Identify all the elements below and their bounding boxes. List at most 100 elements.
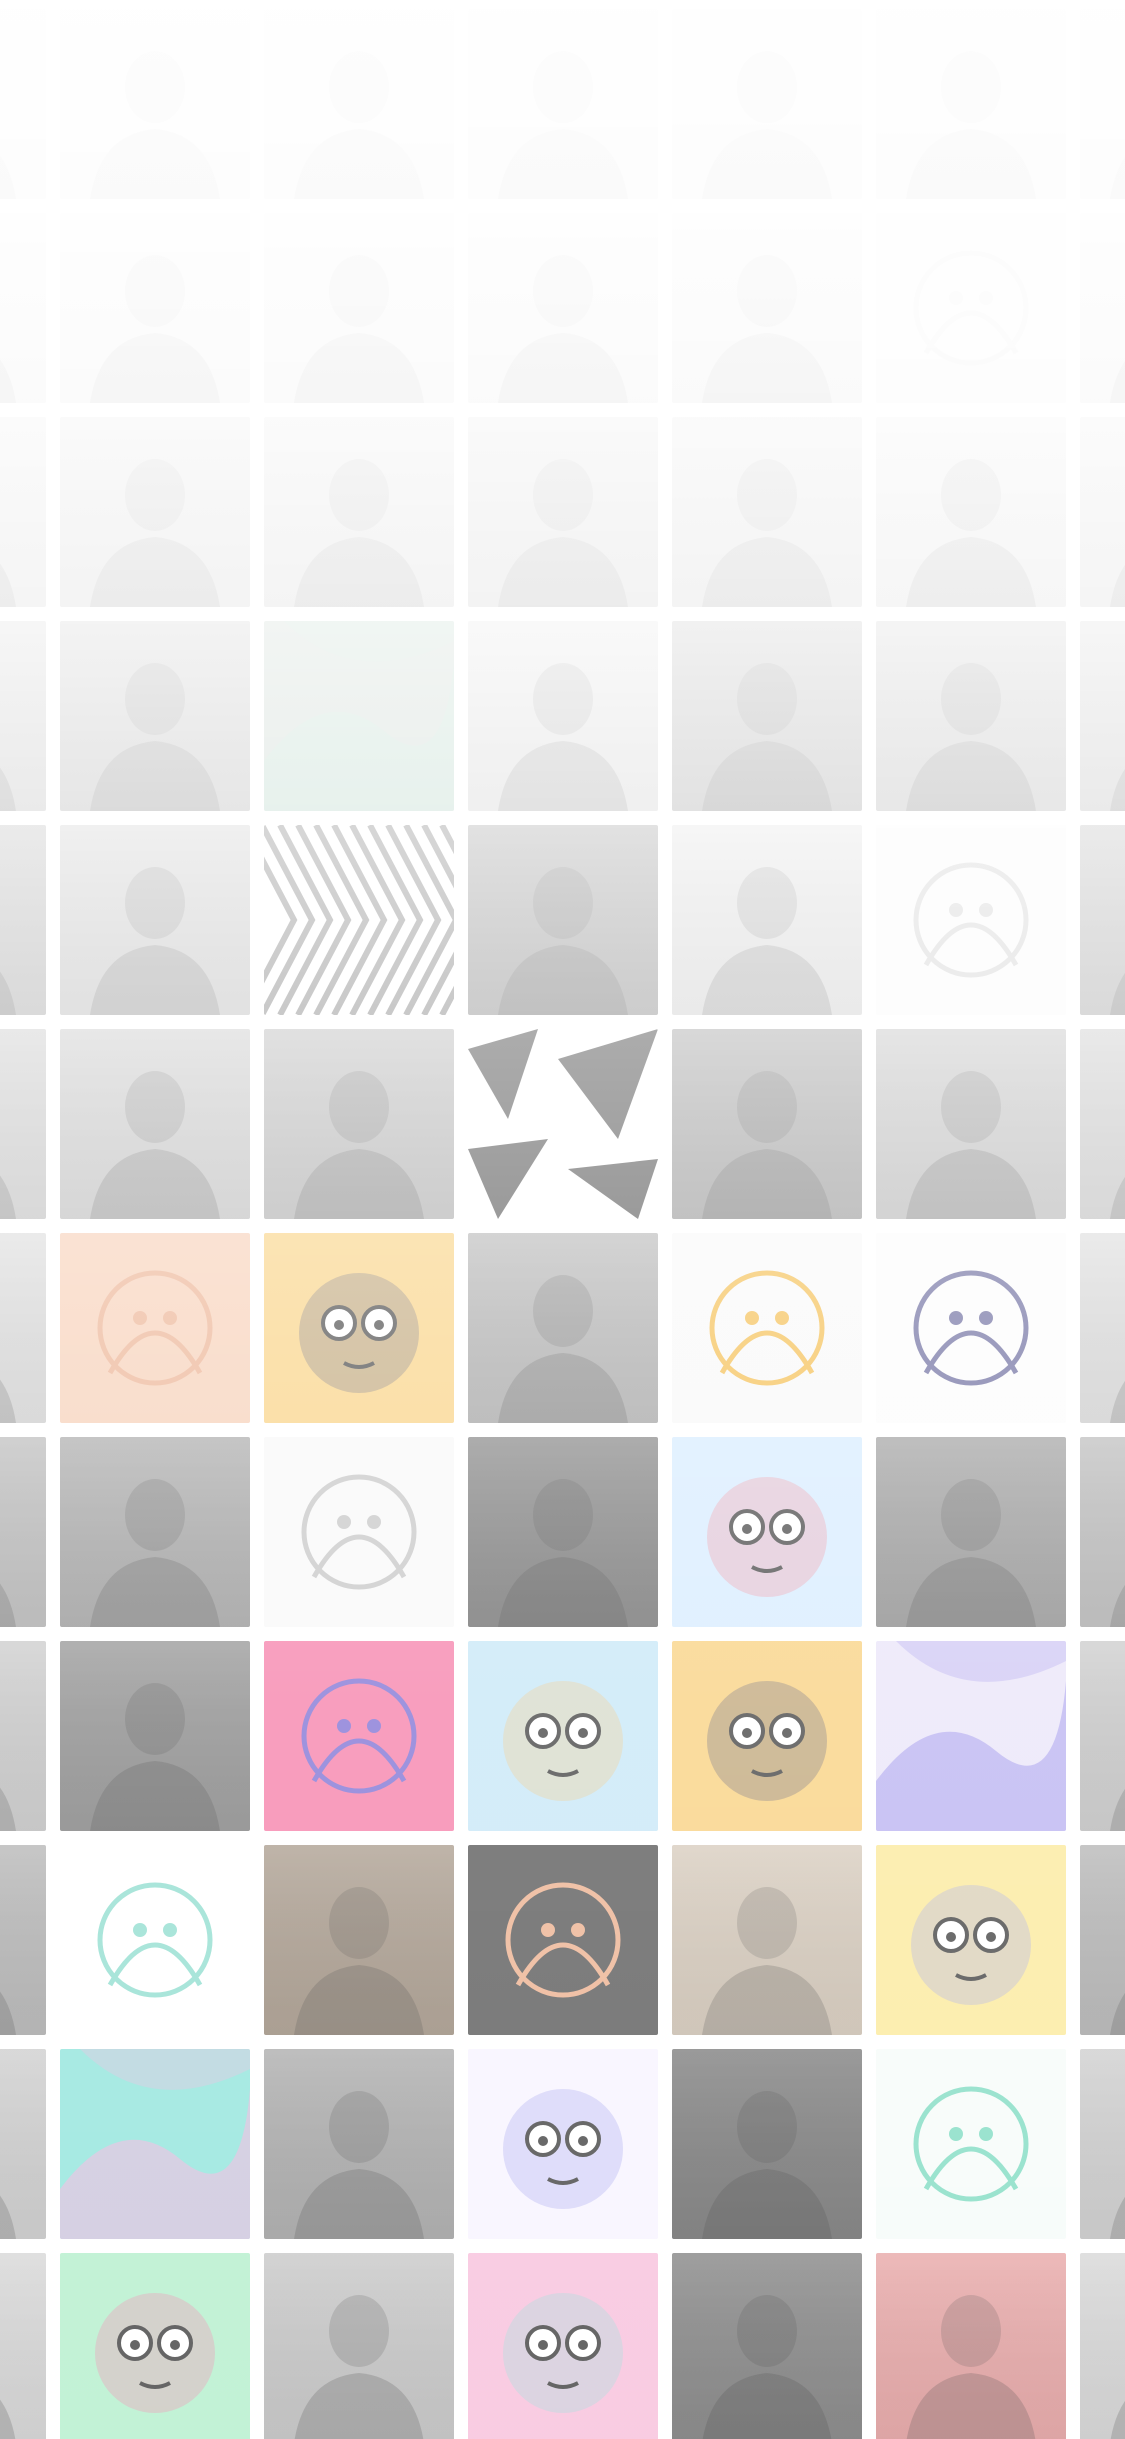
avatar-tile <box>876 9 1066 199</box>
avatar-tile <box>672 1437 862 1627</box>
person-silhouette-icon <box>1080 2253 1125 2439</box>
avatar-tile <box>264 2049 454 2239</box>
blue-face-icon <box>468 2049 658 2239</box>
avatar-tile <box>468 417 658 607</box>
avatar-tile <box>672 213 862 403</box>
speaker-character-icon <box>876 1845 1066 2035</box>
avatar-tile <box>876 1641 1066 1831</box>
avatar-tile <box>60 417 250 607</box>
avatar-tile <box>1080 213 1125 403</box>
avatar-tile <box>876 2049 1066 2239</box>
person-silhouette-icon <box>0 2253 46 2439</box>
zebra-pattern-icon <box>264 825 454 1015</box>
avatar-tile <box>264 1029 454 1219</box>
frog-character-icon <box>468 2253 658 2439</box>
photo-placeholder-icon <box>468 9 658 199</box>
avatar-tile-edge <box>0 621 46 811</box>
person-silhouette-icon <box>60 417 250 607</box>
avatar-tile <box>468 2253 658 2439</box>
avatar-tile <box>672 1845 862 2035</box>
abstract-swirl-icon <box>876 1641 1066 1831</box>
person-silhouette-icon <box>672 825 862 1015</box>
person-silhouette-icon <box>0 2049 46 2239</box>
avatar-tile <box>60 1233 250 1423</box>
person-silhouette-icon <box>468 621 658 811</box>
person-silhouette-icon <box>1080 1641 1125 1831</box>
person-silhouette-icon <box>876 1437 1066 1627</box>
avatar-tile <box>876 1029 1066 1219</box>
avatar-tile <box>1080 1029 1125 1219</box>
person-silhouette-icon <box>1080 1437 1125 1627</box>
person-silhouette-icon <box>468 213 658 403</box>
avatar-tile <box>672 1641 862 1831</box>
avatar-tile <box>60 9 250 199</box>
avatar-tile <box>1080 417 1125 607</box>
avatar-tile-edge <box>0 1845 46 2035</box>
avatar-tile <box>876 213 1066 403</box>
person-silhouette-icon <box>876 417 1066 607</box>
wizard-character-icon <box>672 1437 862 1627</box>
abstract-shape-icon <box>264 621 454 811</box>
cartoon-boy-icon <box>672 1641 862 1831</box>
person-silhouette-icon <box>0 1029 46 1219</box>
avatar-tile <box>264 417 454 607</box>
avatar-tile <box>876 2253 1066 2439</box>
avatar-tile <box>1080 825 1125 1015</box>
avatar-tile <box>876 417 1066 607</box>
robot-outline-icon <box>876 825 1066 1015</box>
many-eyed-monster-icon <box>876 2049 1066 2239</box>
mustache-character-icon <box>468 1641 658 1831</box>
avatar-tile <box>468 213 658 403</box>
avatar-tile <box>264 1437 454 1627</box>
person-silhouette-icon <box>0 1641 46 1831</box>
person-silhouette-icon <box>264 1845 454 2035</box>
person-silhouette-icon <box>876 2253 1066 2439</box>
person-silhouette-icon <box>876 621 1066 811</box>
person-silhouette-icon <box>1080 1233 1125 1423</box>
avatar-tile <box>876 1233 1066 1423</box>
avatar-tile <box>1080 9 1125 199</box>
avatar-tile <box>672 825 862 1015</box>
bird-character-icon <box>672 1233 862 1423</box>
person-silhouette-icon <box>468 417 658 607</box>
photo-placeholder-icon <box>0 9 46 199</box>
person-silhouette-icon <box>468 825 658 1015</box>
avatar-tile <box>264 621 454 811</box>
person-silhouette-icon <box>1080 213 1125 403</box>
avatar-tile <box>60 213 250 403</box>
photo-placeholder-icon <box>60 9 250 199</box>
avatar-tile <box>468 825 658 1015</box>
person-silhouette-icon <box>60 621 250 811</box>
person-silhouette-icon <box>468 1437 658 1627</box>
person-silhouette-icon <box>1080 1029 1125 1219</box>
person-silhouette-icon <box>1080 1845 1125 2035</box>
avatar-tile <box>468 2049 658 2239</box>
avatar-tile <box>672 621 862 811</box>
person-silhouette-icon <box>0 417 46 607</box>
pink-bird-icon <box>60 2253 250 2439</box>
person-silhouette-icon <box>60 213 250 403</box>
person-silhouette-icon <box>60 1437 250 1627</box>
person-silhouette-icon <box>0 1233 46 1423</box>
avatar-tile-edge <box>0 1029 46 1219</box>
psychedelic-face-icon <box>264 1641 454 1831</box>
avatar-tile <box>468 1641 658 1831</box>
avatar-tile-edge <box>0 825 46 1015</box>
avatar-tile-edge <box>0 417 46 607</box>
person-silhouette-icon <box>264 417 454 607</box>
photo-placeholder-icon <box>264 9 454 199</box>
cartoon-boy-icon <box>264 1233 454 1423</box>
avatar-tile <box>60 1029 250 1219</box>
avatar-tile <box>60 2253 250 2439</box>
avatar-tile <box>60 825 250 1015</box>
winged-character-icon <box>876 1233 1066 1423</box>
avatar-tile <box>876 1437 1066 1627</box>
person-silhouette-icon <box>0 621 46 811</box>
person-silhouette-icon <box>0 825 46 1015</box>
photo-placeholder-icon <box>672 9 862 199</box>
avatar-tile <box>1080 2049 1125 2239</box>
person-silhouette-icon <box>468 1233 658 1423</box>
person-silhouette-icon <box>1080 825 1125 1015</box>
person-silhouette-icon <box>264 1029 454 1219</box>
